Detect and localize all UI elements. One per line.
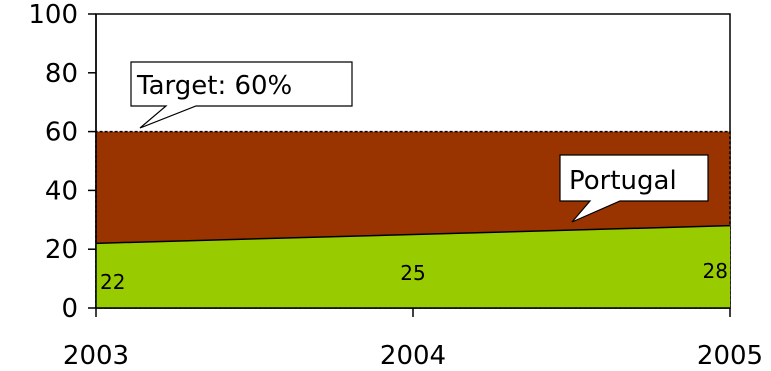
portugal-callout-box (559, 154, 709, 223)
data-label-2004: 25 (400, 261, 425, 285)
axes: 0 20 40 60 80 100 2003 2004 2005 (28, 0, 763, 371)
y-tick-label-20: 20 (45, 235, 78, 265)
portugal-callout: Portugal (559, 154, 709, 223)
target-callout-box (130, 61, 353, 129)
x-tick-label-2003: 2003 (63, 341, 129, 371)
y-tick-label-80: 80 (45, 59, 78, 89)
target-callout: Target: 60% (130, 61, 353, 129)
series-portugal-line (95, 224, 731, 245)
data-label-2003: 22 (100, 270, 125, 294)
y-tick-label-100: 100 (28, 0, 78, 30)
data-labels: 22 25 28 (100, 259, 728, 294)
x-tick-label-2004: 2004 (380, 341, 446, 371)
y-tick-label-40: 40 (45, 176, 78, 206)
portugal-callout-label: Portugal (569, 166, 677, 196)
y-tick-label-60: 60 (45, 118, 78, 148)
x-tick-label-2005: 2005 (697, 341, 763, 371)
data-label-2005: 28 (703, 259, 728, 283)
y-tick-label-0: 0 (61, 294, 78, 324)
target-callout-label: Target: 60% (136, 71, 292, 101)
series-portugal-area (96, 225, 730, 308)
